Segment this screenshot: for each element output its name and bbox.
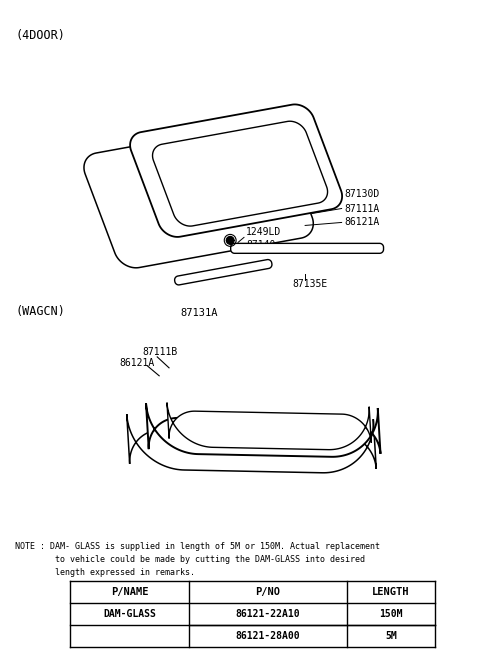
Polygon shape	[146, 403, 381, 457]
Text: (WAGCN): (WAGCN)	[15, 305, 65, 318]
Text: P/NO: P/NO	[255, 587, 280, 597]
Polygon shape	[175, 260, 272, 285]
Text: 87135E: 87135E	[292, 279, 327, 289]
Text: 87130D: 87130D	[345, 189, 380, 198]
Text: 87131A: 87131A	[180, 308, 217, 318]
Text: length expressed in remarks.: length expressed in remarks.	[15, 568, 195, 577]
Text: 1249LD: 1249LD	[246, 227, 281, 237]
Text: 87111A: 87111A	[345, 204, 380, 214]
Text: 87111B: 87111B	[143, 347, 178, 357]
Text: NOTE : DAM- GLASS is supplied in length of 5M or 150M. Actual replacement: NOTE : DAM- GLASS is supplied in length …	[15, 542, 380, 551]
Text: P/NAME: P/NAME	[111, 587, 148, 597]
Polygon shape	[130, 104, 342, 237]
Text: 150M: 150M	[379, 609, 403, 619]
Text: 86121A: 86121A	[345, 217, 380, 227]
Circle shape	[226, 237, 234, 244]
Text: 86121A: 86121A	[120, 358, 155, 368]
Text: 86121-28A00: 86121-28A00	[235, 631, 300, 641]
Text: to vehicle could be made by cutting the DAM-GLASS into desired: to vehicle could be made by cutting the …	[15, 555, 365, 564]
Text: (4DOOR): (4DOOR)	[15, 30, 65, 42]
Polygon shape	[153, 122, 327, 226]
Text: 87140: 87140	[246, 240, 276, 250]
Text: LENGTH: LENGTH	[372, 587, 410, 597]
Text: 86121-22A10: 86121-22A10	[235, 609, 300, 619]
Text: DAM-GLASS: DAM-GLASS	[103, 609, 156, 619]
Polygon shape	[127, 414, 376, 473]
Polygon shape	[231, 243, 384, 254]
Text: 5M: 5M	[385, 631, 397, 641]
Polygon shape	[84, 124, 313, 268]
Polygon shape	[167, 403, 371, 449]
